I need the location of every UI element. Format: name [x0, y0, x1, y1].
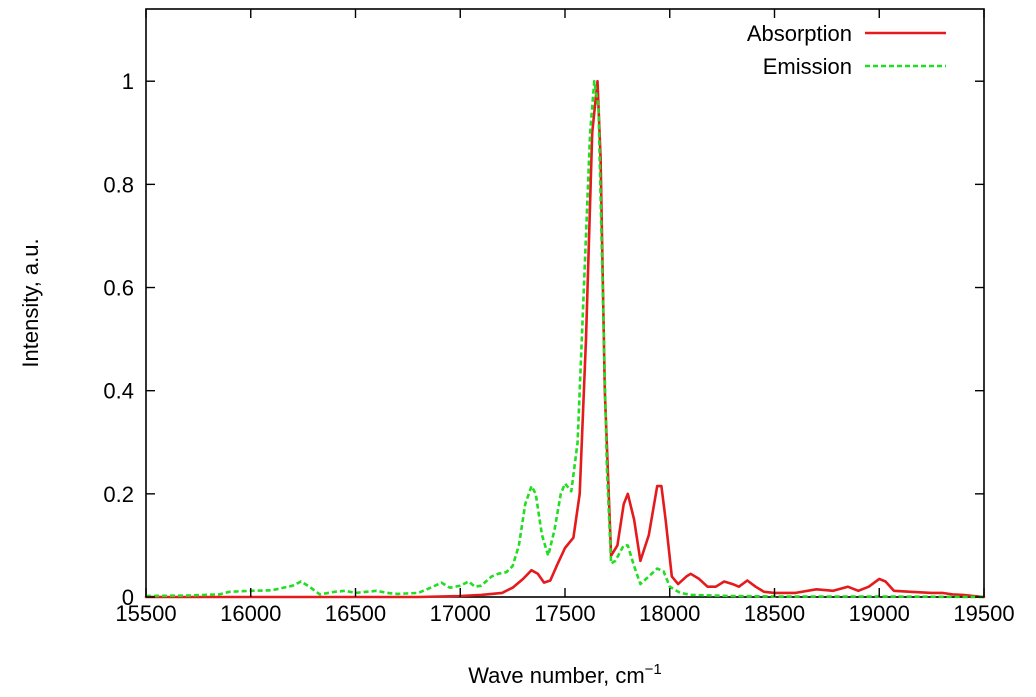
- x-axis-ticks: 15500 16000 16500 17000 17500 18000 18500 19000…: [115, 9, 1015, 626]
- y-axis-title: Intensity, a.u.: [18, 238, 43, 367]
- x-tick-label: 16000: [220, 601, 281, 626]
- legend-label-emission: Emission: [763, 54, 852, 79]
- y-tick-label: 1: [122, 69, 134, 94]
- y-tick-label: 0.4: [103, 379, 134, 404]
- plot-area: 15500 16000 16500 17000 17500 18000 18500 19000…: [103, 8, 1015, 626]
- y-axis-ticks: 0 0.2 0.4 0.6 0.8 1: [103, 69, 984, 610]
- x-tick-label: 17500: [534, 601, 595, 626]
- series-layer: [144, 79, 986, 599]
- x-tick-label: 15500: [115, 601, 176, 626]
- x-axis-title: Wave number, cm−1: [468, 661, 662, 688]
- x-tick-label: 19500: [953, 601, 1014, 626]
- series-line-emission: [145, 79, 985, 599]
- legend-label-absorption: Absorption: [747, 21, 852, 46]
- x-tick-label: 19000: [849, 601, 910, 626]
- plot-frame: [145, 8, 985, 598]
- x-tick-label: 18500: [744, 601, 805, 626]
- x-tick-label: 17000: [430, 601, 491, 626]
- x-tick-label: 18000: [639, 601, 700, 626]
- y-tick-label: 0.6: [103, 276, 134, 301]
- series-line-absorption: [144, 79, 986, 599]
- y-tick-label: 0.2: [103, 482, 134, 507]
- legend: Absorption Emission: [747, 21, 946, 79]
- y-tick-label: 0: [122, 585, 134, 610]
- y-tick-label: 0.8: [103, 172, 134, 197]
- x-tick-label: 16500: [325, 601, 386, 626]
